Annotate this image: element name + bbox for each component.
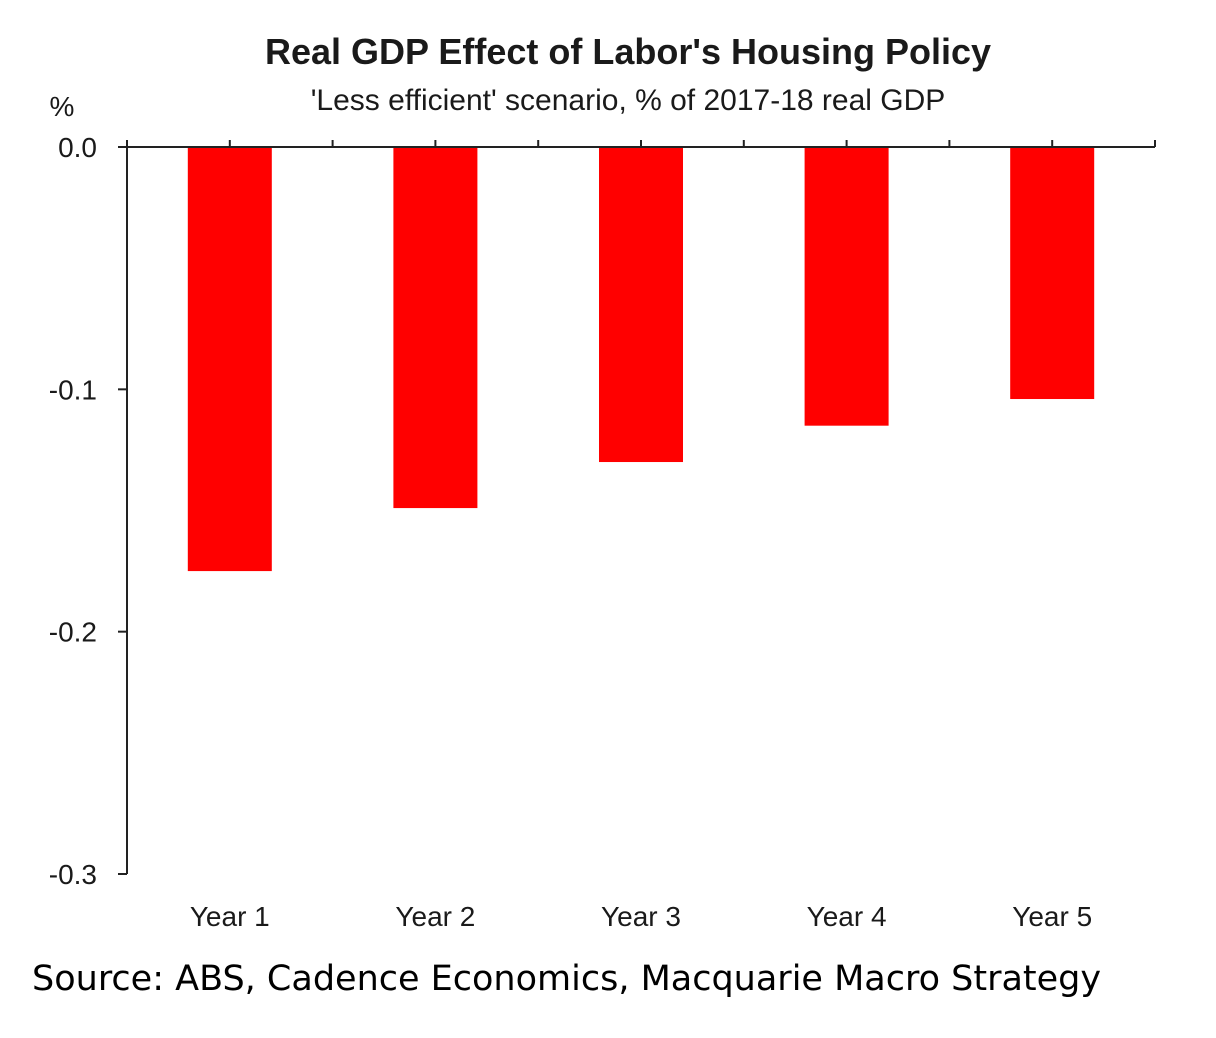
chart-title: Real GDP Effect of Labor's Housing Polic… (265, 31, 991, 72)
source-note: Source: ABS, Cadence Economics, Macquari… (32, 959, 1101, 999)
chart-subtitle: 'Less efficient' scenario, % of 2017-18 … (311, 84, 946, 117)
bar (1010, 147, 1095, 400)
x-tick-label: Year 5 (1012, 901, 1092, 932)
x-tick-label: Year 1 (190, 901, 270, 932)
x-tick-label: Year 2 (395, 901, 475, 932)
x-tick-label: Year 4 (807, 901, 887, 932)
plot-area: 0.0 -0.1 -0.2 -0.3 Year 1 Year 2 Year 3 Year 4 Y… (49, 132, 1156, 932)
y-tick-label: 0.0 (58, 132, 97, 163)
y-tick-label: -0.1 (49, 374, 97, 405)
y-tick-label: -0.3 (49, 859, 97, 890)
bar (393, 147, 478, 509)
x-tick-label: Year 3 (601, 901, 681, 932)
y-tick-label: -0.2 (49, 617, 97, 648)
bar (804, 147, 889, 426)
y-axis-label: % (50, 91, 75, 122)
bar (187, 147, 272, 572)
bar (599, 147, 683, 463)
